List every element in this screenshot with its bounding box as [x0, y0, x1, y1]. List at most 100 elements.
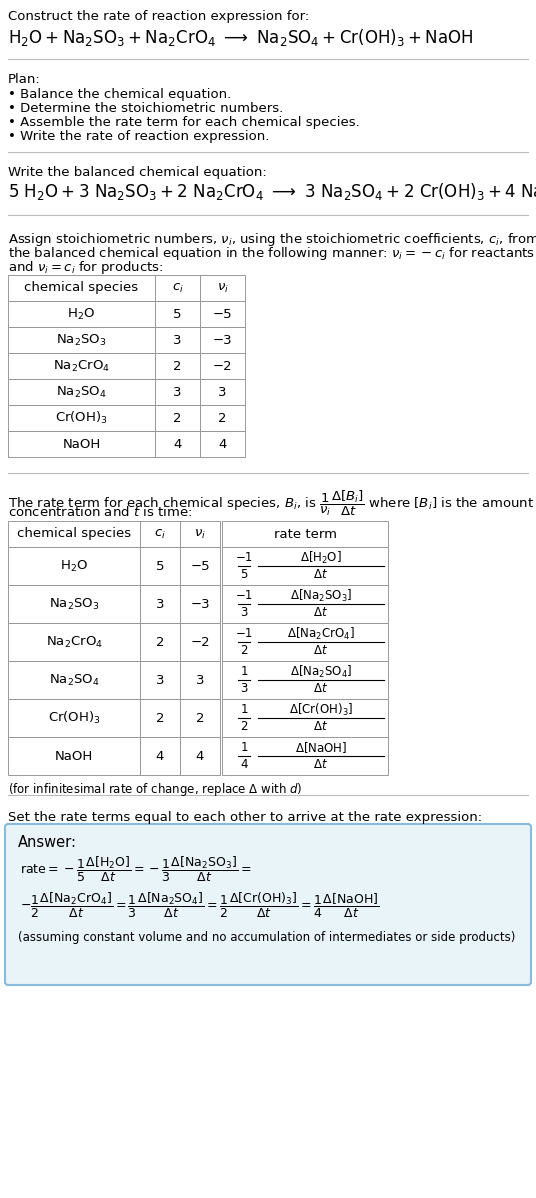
- Text: −2: −2: [190, 635, 210, 648]
- Text: −5: −5: [213, 308, 232, 321]
- Text: • Determine the stoichiometric numbers.: • Determine the stoichiometric numbers.: [8, 102, 283, 115]
- Bar: [200, 431, 245, 456]
- Text: Construct the rate of reaction expression for:: Construct the rate of reaction expressio…: [8, 10, 309, 23]
- Text: $\Delta$[Na$_2$SO$_3$]: $\Delta$[Na$_2$SO$_3$]: [290, 587, 352, 604]
- Bar: [180, 737, 220, 775]
- Text: $\Delta$[NaOH]: $\Delta$[NaOH]: [295, 740, 347, 755]
- Bar: [180, 547, 220, 585]
- Bar: [140, 623, 180, 661]
- Text: 4: 4: [156, 750, 164, 762]
- Bar: [222, 521, 388, 547]
- Text: rate term: rate term: [273, 527, 337, 540]
- Bar: [8, 698, 140, 737]
- Bar: [180, 698, 220, 737]
- Bar: [8, 327, 155, 353]
- Bar: [8, 431, 155, 456]
- Text: 3: 3: [173, 333, 182, 346]
- Bar: [200, 327, 245, 353]
- Bar: [8, 547, 140, 585]
- Text: $c_i$: $c_i$: [172, 282, 183, 295]
- Text: • Write the rate of reaction expression.: • Write the rate of reaction expression.: [8, 131, 270, 143]
- Text: 4: 4: [196, 750, 204, 762]
- Text: 3: 3: [240, 606, 248, 619]
- Text: Na$_2$SO$_3$: Na$_2$SO$_3$: [49, 597, 99, 611]
- Text: −3: −3: [213, 333, 232, 346]
- Text: $\Delta$[Na$_2$SO$_4$]: $\Delta$[Na$_2$SO$_4$]: [290, 664, 352, 679]
- Text: NaOH: NaOH: [62, 437, 101, 450]
- Text: $\Delta t$: $\Delta t$: [314, 643, 329, 657]
- Text: 2: 2: [196, 712, 204, 725]
- Text: 3: 3: [240, 682, 248, 695]
- Text: Plan:: Plan:: [8, 73, 41, 86]
- Bar: [140, 547, 180, 585]
- Text: 3: 3: [173, 386, 182, 399]
- Bar: [8, 405, 155, 431]
- Text: $c_i$: $c_i$: [154, 527, 166, 540]
- Bar: [140, 737, 180, 775]
- Bar: [8, 737, 140, 775]
- Text: $\mathrm{rate} = -\dfrac{1}{5}\dfrac{\Delta[\mathrm{H_2O}]}{\Delta t} = -\dfrac{: $\mathrm{rate} = -\dfrac{1}{5}\dfrac{\De…: [20, 855, 251, 884]
- Text: −1: −1: [235, 589, 252, 603]
- Text: 3: 3: [196, 673, 204, 686]
- Text: Assign stoichiometric numbers, $\nu_i$, using the stoichiometric coefficients, $: Assign stoichiometric numbers, $\nu_i$, …: [8, 231, 536, 248]
- Bar: [180, 585, 220, 623]
- Bar: [180, 623, 220, 661]
- Bar: [155, 327, 200, 353]
- Bar: [155, 431, 200, 456]
- Bar: [155, 276, 200, 301]
- Text: 2: 2: [173, 359, 182, 373]
- Text: $\nu_i$: $\nu_i$: [217, 282, 228, 295]
- Text: 1: 1: [240, 665, 248, 678]
- Text: and $\nu_i = c_i$ for products:: and $\nu_i = c_i$ for products:: [8, 259, 163, 276]
- Text: $\Delta t$: $\Delta t$: [314, 682, 329, 695]
- Bar: [200, 276, 245, 301]
- Text: −5: −5: [190, 559, 210, 573]
- Bar: [200, 405, 245, 431]
- Bar: [200, 379, 245, 405]
- Text: 5: 5: [173, 308, 182, 321]
- Text: 2: 2: [240, 720, 248, 733]
- Bar: [155, 405, 200, 431]
- Text: $\nu_i$: $\nu_i$: [194, 527, 206, 540]
- Text: Na$_2$CrO$_4$: Na$_2$CrO$_4$: [53, 358, 110, 374]
- Bar: [8, 623, 140, 661]
- Bar: [200, 353, 245, 379]
- Bar: [8, 521, 140, 547]
- Text: $\mathrm{5\ H_2O + 3\ Na_2SO_3 + 2\ Na_2CrO_4\ \longrightarrow\ 3\ Na_2SO_4 + 2\: $\mathrm{5\ H_2O + 3\ Na_2SO_3 + 2\ Na_2…: [8, 181, 536, 202]
- Text: 4: 4: [240, 758, 248, 770]
- Text: the balanced chemical equation in the following manner: $\nu_i = -c_i$ for react: the balanced chemical equation in the fo…: [8, 246, 535, 262]
- Text: Write the balanced chemical equation:: Write the balanced chemical equation:: [8, 167, 267, 179]
- Bar: [200, 301, 245, 327]
- Bar: [155, 353, 200, 379]
- Bar: [222, 547, 388, 585]
- Bar: [222, 698, 388, 737]
- Text: −1: −1: [235, 551, 252, 564]
- Text: Na$_2$SO$_4$: Na$_2$SO$_4$: [56, 385, 107, 400]
- Text: • Balance the chemical equation.: • Balance the chemical equation.: [8, 87, 231, 101]
- FancyBboxPatch shape: [5, 824, 531, 985]
- Text: −2: −2: [213, 359, 232, 373]
- Text: Answer:: Answer:: [18, 835, 77, 851]
- Text: chemical species: chemical species: [25, 282, 139, 295]
- Text: $-\dfrac{1}{2}\dfrac{\Delta[\mathrm{Na_2CrO_4}]}{\Delta t} = \dfrac{1}{3}\dfrac{: $-\dfrac{1}{2}\dfrac{\Delta[\mathrm{Na_2…: [20, 891, 379, 920]
- Text: Na$_2$SO$_3$: Na$_2$SO$_3$: [56, 333, 107, 347]
- Text: 2: 2: [156, 712, 164, 725]
- Text: $\Delta$[H$_2$O]: $\Delta$[H$_2$O]: [300, 550, 342, 565]
- Text: Cr(OH)$_3$: Cr(OH)$_3$: [48, 710, 100, 726]
- Text: Set the rate terms equal to each other to arrive at the rate expression:: Set the rate terms equal to each other t…: [8, 811, 482, 824]
- Text: 1: 1: [240, 742, 248, 754]
- Bar: [140, 698, 180, 737]
- Text: 2: 2: [218, 411, 227, 424]
- Bar: [8, 301, 155, 327]
- Text: • Assemble the rate term for each chemical species.: • Assemble the rate term for each chemic…: [8, 116, 360, 129]
- Text: 5: 5: [240, 568, 248, 581]
- Text: −3: −3: [190, 598, 210, 611]
- Text: 3: 3: [156, 673, 164, 686]
- Text: NaOH: NaOH: [55, 750, 93, 762]
- Text: H$_2$O: H$_2$O: [60, 558, 88, 574]
- Text: $\Delta$[Cr(OH)$_3$]: $\Delta$[Cr(OH)$_3$]: [289, 702, 353, 718]
- Text: The rate term for each chemical species, $B_i$, is $\dfrac{1}{\nu_i}\dfrac{\Delt: The rate term for each chemical species,…: [8, 489, 534, 519]
- Text: $\Delta t$: $\Delta t$: [314, 758, 329, 770]
- Bar: [140, 521, 180, 547]
- Bar: [140, 585, 180, 623]
